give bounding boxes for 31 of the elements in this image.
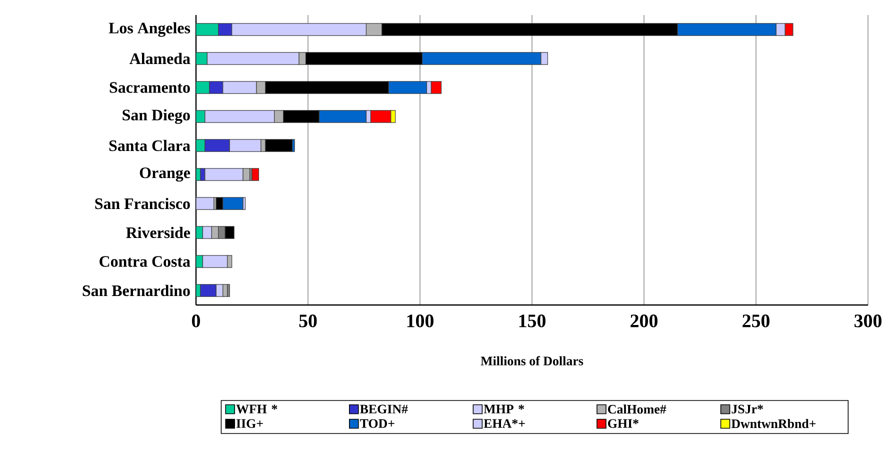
- y-tick-label: Santa Clara: [109, 140, 190, 152]
- legend-label: JSJr*: [732, 404, 764, 414]
- legend-label: TOD+: [360, 419, 394, 428]
- y-tick-label: San Francisco: [95, 198, 190, 210]
- legend-label: GHI*: [608, 419, 639, 428]
- y-tick-label: Sacramento: [110, 82, 190, 93]
- y-tick-label: Riverside: [126, 226, 190, 238]
- legend-label: BEGIN#: [360, 404, 408, 414]
- x-tick-label: 200: [630, 314, 658, 328]
- y-tick-label: Orange: [140, 167, 190, 182]
- x-tick-label: 150: [519, 314, 546, 328]
- y-tick-label: Contra Costa: [100, 256, 190, 267]
- legend-label: DwntwnRbnd+: [731, 418, 816, 428]
- y-tick-label: San Diego: [122, 109, 190, 124]
- legend-label: IIG+: [236, 419, 263, 428]
- x-tick-label: 300: [854, 314, 882, 328]
- x-axis-title: Millions of Dollars: [480, 356, 584, 366]
- y-tick-label: San Bernardino: [82, 284, 190, 296]
- y-tick-label: Alameda: [130, 52, 190, 64]
- legend-label: MHP *: [484, 404, 524, 414]
- legend-label: WFH *: [236, 404, 278, 414]
- x-tick-label: 100: [407, 314, 434, 328]
- x-tick-label: 250: [742, 314, 770, 328]
- bar: [370, 110, 392, 123]
- x-tick-label: 0: [192, 314, 200, 328]
- bar: [252, 168, 260, 181]
- bar: [430, 81, 442, 94]
- legend-label: CalHome#: [608, 404, 666, 414]
- y-tick-label: Los Angeles: [108, 22, 190, 37]
- x-tick-label: 50: [299, 314, 317, 328]
- legend-label: EHA*+: [484, 419, 525, 428]
